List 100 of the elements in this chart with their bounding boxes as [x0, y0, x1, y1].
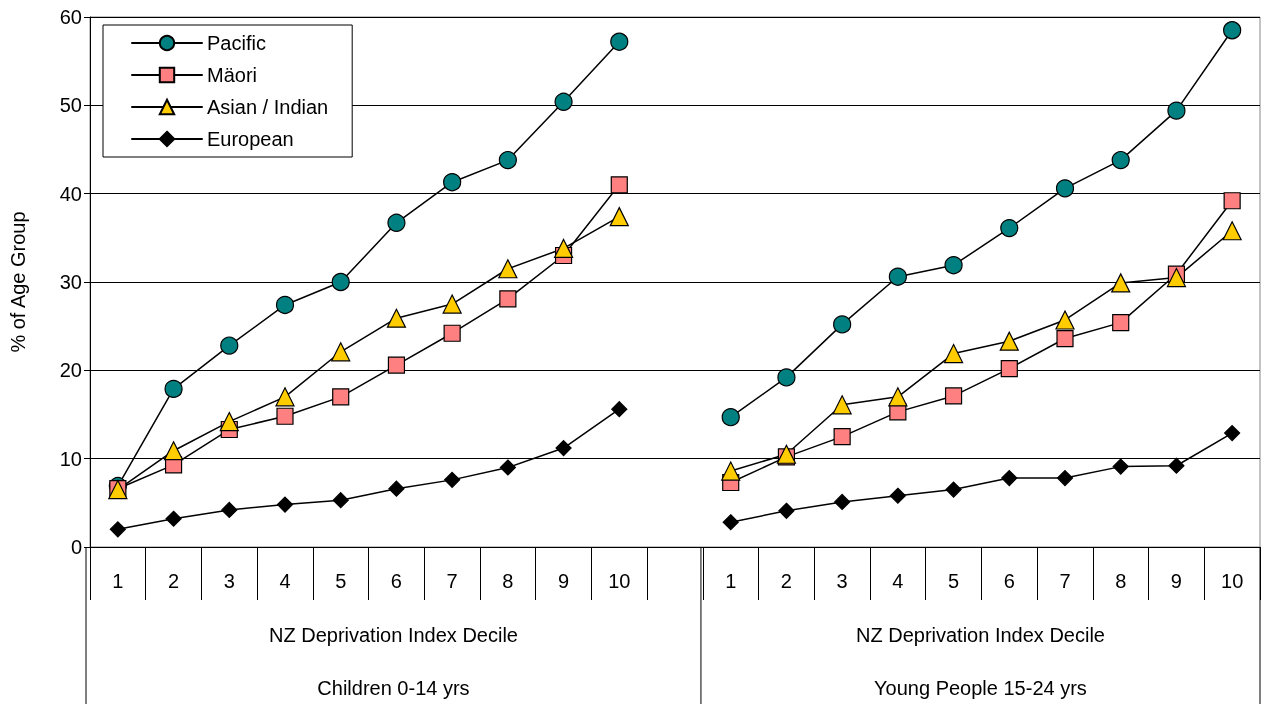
point: [888, 267, 907, 286]
y-tick-label: 10: [59, 447, 82, 470]
legend-label: European: [207, 128, 294, 150]
point: [1000, 219, 1019, 238]
point: [275, 387, 295, 407]
x-tick-label: 9: [558, 570, 570, 592]
legend-label: Mäori: [207, 64, 258, 86]
point: [1056, 470, 1074, 487]
point: [499, 290, 517, 308]
y-tick-label: 20: [59, 359, 82, 382]
y-tick-label: 30: [59, 271, 82, 293]
point: [164, 379, 183, 398]
point: [498, 259, 518, 279]
x-tick-label: 5: [335, 570, 347, 592]
point: [499, 459, 516, 476]
point: [498, 151, 517, 170]
point: [610, 176, 628, 194]
x-tick-label: 3: [836, 570, 848, 592]
point: [610, 32, 629, 51]
point: [553, 238, 574, 259]
point: [834, 493, 851, 511]
point: [554, 92, 573, 111]
x-tick-label: 8: [1115, 570, 1127, 592]
point: [944, 256, 963, 275]
point: [833, 315, 852, 334]
point: [332, 492, 349, 509]
point: [1056, 329, 1074, 348]
point: [721, 408, 740, 427]
point: [276, 407, 294, 425]
y-tick-label: 0: [70, 536, 82, 558]
point: [832, 395, 852, 415]
point: [555, 439, 572, 457]
point: [442, 294, 462, 314]
point: [722, 514, 739, 531]
point: [331, 272, 350, 292]
point: [1055, 310, 1075, 330]
point: [221, 501, 238, 518]
legend-label: Pacific: [207, 32, 266, 54]
x-tick-label: 10: [608, 570, 631, 592]
point: [609, 207, 629, 227]
point: [219, 411, 239, 432]
x-tick-label: 4: [892, 570, 904, 592]
x-tick-label: 6: [1003, 570, 1015, 592]
point: [1224, 424, 1241, 442]
y-tick-label: 50: [59, 94, 82, 117]
point: [163, 441, 184, 461]
y-axis-title: % of Age Group: [7, 211, 29, 353]
point: [1166, 267, 1187, 288]
point: [1222, 221, 1242, 241]
point: [444, 471, 461, 488]
point: [387, 356, 406, 374]
point: [833, 427, 851, 446]
y-tick-label: 40: [59, 182, 82, 205]
point: [888, 387, 908, 407]
point: [1000, 359, 1018, 378]
point: [721, 461, 741, 481]
x-tick-label: 8: [502, 570, 514, 592]
point: [1112, 458, 1129, 475]
x-tick-label: 2: [780, 570, 792, 592]
x-tick-label: 1: [725, 570, 737, 592]
x-tick-label: 7: [446, 570, 458, 592]
point: [1001, 470, 1018, 487]
point: [1167, 101, 1186, 120]
point: [386, 308, 407, 328]
point: [889, 487, 906, 504]
point: [220, 336, 239, 355]
point: [611, 401, 628, 418]
point: [1112, 314, 1130, 332]
text: NZ Deprivation Index Decile: [268, 624, 518, 646]
text: NZ Deprivation Index Decile: [855, 624, 1105, 646]
point: [276, 496, 294, 513]
x-tick-label: 9: [1170, 570, 1182, 592]
point: [777, 368, 796, 387]
point: [1055, 179, 1075, 198]
point: [1223, 21, 1242, 40]
x-tick-label: 10: [1221, 570, 1244, 592]
legend-label: Asian / Indian: [207, 96, 329, 118]
x-tick-label: 1: [112, 570, 124, 592]
point: [778, 502, 795, 519]
x-tick-label: 6: [390, 570, 402, 592]
x-tick-label: 3: [223, 570, 235, 592]
point: [109, 521, 126, 538]
point: [1111, 273, 1131, 293]
point: [999, 331, 1019, 351]
point: [331, 342, 351, 362]
point: [332, 388, 350, 406]
point: [443, 173, 462, 192]
x-tick-label: 7: [1059, 570, 1071, 592]
point: [1111, 151, 1130, 170]
point: [1168, 457, 1185, 474]
text: Children 0-14 yrs: [317, 677, 470, 699]
point: [944, 387, 963, 405]
y-tick-label: 60: [59, 6, 82, 28]
point: [388, 480, 405, 497]
x-tick-label: 2: [168, 570, 180, 592]
point: [165, 510, 182, 527]
point: [275, 295, 295, 315]
point: [945, 481, 962, 498]
x-tick-label: 4: [279, 570, 291, 592]
point: [443, 324, 461, 342]
